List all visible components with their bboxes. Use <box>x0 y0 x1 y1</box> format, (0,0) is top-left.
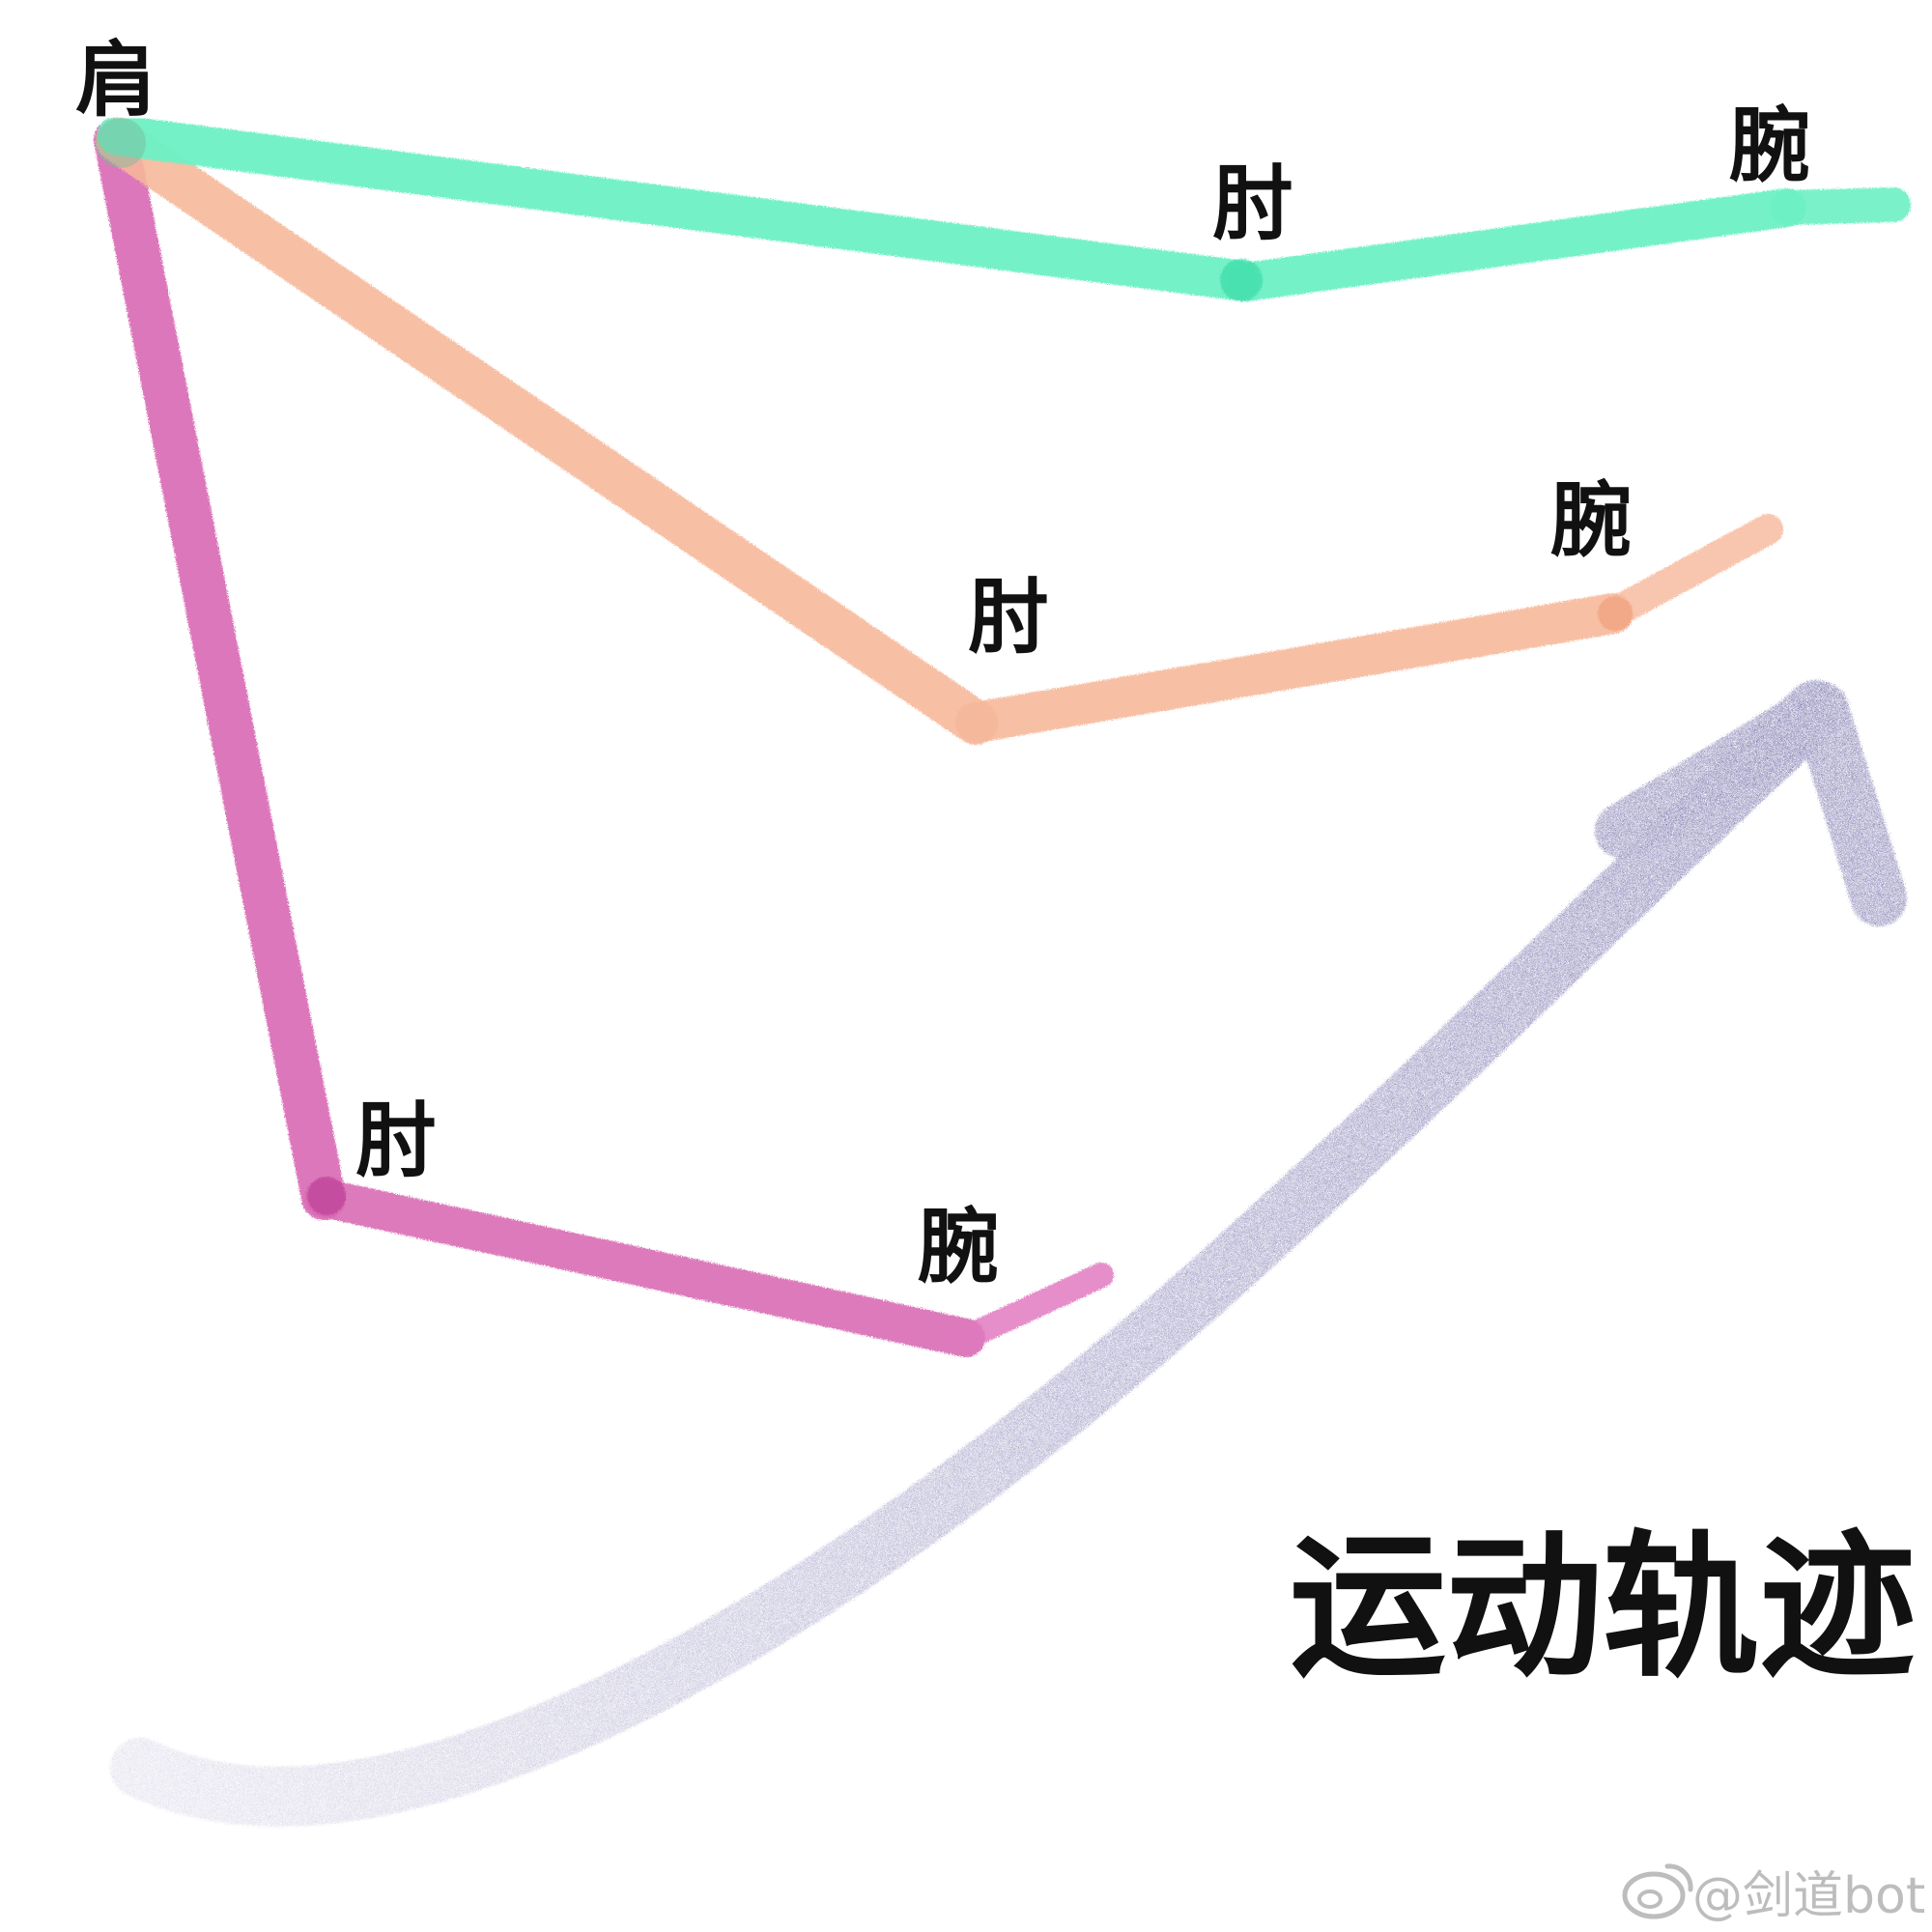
upper-arm-bottom <box>94 118 346 1220</box>
arm-middle <box>96 118 1783 745</box>
label-wrist-bottom: 腕 <box>918 1200 999 1294</box>
shoulder-joint <box>96 118 146 168</box>
upper-arm-middle <box>96 118 998 745</box>
label-wrist-middle: 腕 <box>1550 473 1632 568</box>
label-elbow-top: 肘 <box>1212 156 1293 251</box>
trajectory-arrow <box>110 680 1907 1827</box>
label-shoulder: 肩 <box>75 33 156 128</box>
title: 运动轨迹 <box>1290 1518 1916 1699</box>
elbow-joint-bottom <box>307 1177 346 1215</box>
watermark: @剑道bot <box>1622 1863 1925 1925</box>
trajectory-arrowhead-right <box>1793 682 1907 926</box>
label-wrist-top: 腕 <box>1729 99 1810 193</box>
weibo-icon <box>1622 1863 1693 1919</box>
forearm-bottom <box>304 1179 985 1357</box>
arm-bottom <box>94 118 1114 1357</box>
trajectory-arrowhead-left <box>1595 682 1849 859</box>
forearm-top <box>1227 188 1806 301</box>
elbow-joint-top <box>1220 259 1263 301</box>
hand-top <box>1770 187 1911 225</box>
arm-top <box>98 115 1911 301</box>
label-elbow-bottom: 肘 <box>355 1094 437 1188</box>
label-elbow-middle: 肘 <box>968 570 1049 665</box>
trajectory-curve <box>110 680 1846 1827</box>
forearm-middle <box>955 593 1634 743</box>
watermark-text: @剑道bot <box>1692 1867 1925 1925</box>
hand-bottom <box>953 1263 1114 1350</box>
wrist-joint-middle <box>1598 596 1633 631</box>
upper-arm-top <box>98 115 1257 300</box>
hand-middle <box>1598 514 1783 629</box>
